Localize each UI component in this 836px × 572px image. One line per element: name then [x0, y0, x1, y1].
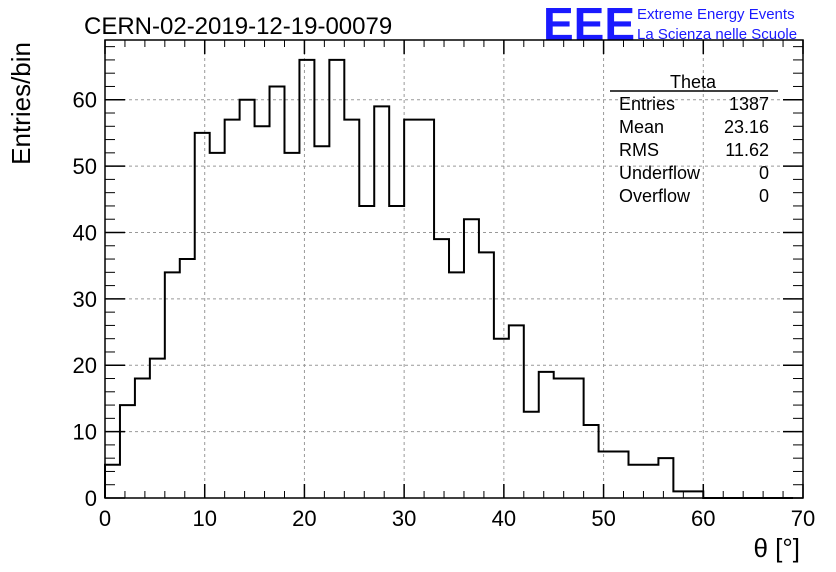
x-tick-label: 0 — [99, 506, 111, 531]
plot-frame — [104, 39, 804, 499]
x-tick-label: 40 — [492, 506, 516, 531]
y-tick-labels: 0 10 20 30 40 50 60 — [73, 88, 97, 511]
y-tick-label: 30 — [73, 287, 97, 312]
stats-value: 1387 — [729, 94, 769, 114]
x-tick-label: 60 — [691, 506, 715, 531]
y-tick-label: 0 — [85, 486, 97, 511]
histogram-outline — [104, 58, 794, 499]
stats-value: 23.16 — [724, 117, 769, 137]
eee-logo-line2: La Scienza nelle Scuole — [637, 26, 797, 43]
x-tick-label: 30 — [392, 506, 416, 531]
stats-box: Theta Entries 1387 Mean 23.16 RMS 11.62 Underf… — [610, 72, 778, 206]
stats-title: Theta — [670, 72, 717, 92]
stats-label: RMS — [619, 140, 659, 160]
eee-logo: EEE Extreme Energy Events La Scienza nel… — [543, 0, 797, 50]
x-tick-label: 10 — [192, 506, 216, 531]
eee-logo-line1: Extreme Energy Events — [637, 6, 795, 23]
stats-rows: Entries 1387 Mean 23.16 RMS 11.62 Underflow 0 Ov… — [619, 94, 769, 206]
x-tick-label: 50 — [591, 506, 615, 531]
axis-ticks — [104, 40, 804, 499]
stats-label: Underflow — [619, 163, 701, 183]
stats-value: 0 — [759, 186, 769, 206]
x-axis-label: θ [°] — [753, 533, 800, 563]
x-tick-label: 70 — [791, 506, 815, 531]
eee-logo-mark: EEE — [543, 0, 635, 50]
x-tick-labels: 0 10 20 30 40 50 60 70 — [99, 506, 815, 531]
y-tick-label: 20 — [73, 353, 97, 378]
x-tick-label: 20 — [292, 506, 316, 531]
stats-label: Mean — [619, 117, 664, 137]
y-tick-label: 60 — [73, 88, 97, 113]
y-tick-label: 40 — [73, 220, 97, 245]
y-tick-label: 10 — [73, 420, 97, 445]
y-axis-label: Entries/bin — [6, 42, 36, 165]
chart-title: CERN-02-2019-12-19-00079 — [84, 13, 392, 40]
stats-label: Overflow — [619, 186, 691, 206]
stats-label: Entries — [619, 94, 675, 114]
y-tick-label: 50 — [73, 154, 97, 179]
grid-lines — [105, 40, 803, 498]
stats-value: 11.62 — [725, 140, 769, 160]
stats-value: 0 — [759, 163, 769, 183]
